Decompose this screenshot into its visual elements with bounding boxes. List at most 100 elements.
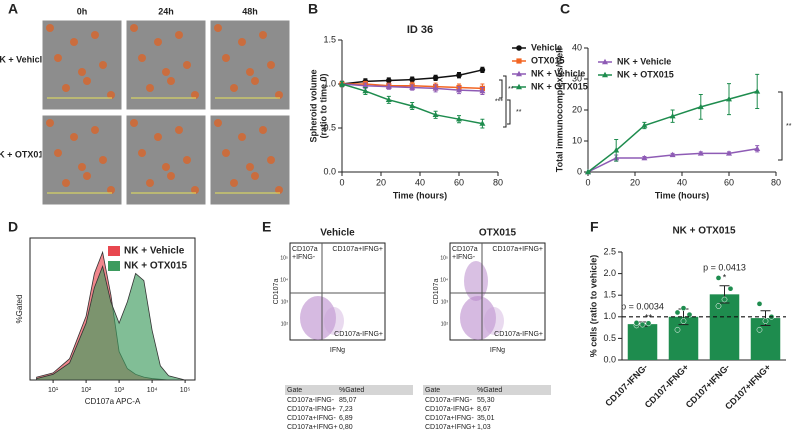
marker bbox=[602, 71, 608, 78]
marker bbox=[697, 103, 704, 110]
marker bbox=[432, 111, 439, 117]
chart-title: NK + OTX015 bbox=[672, 226, 736, 237]
cell bbox=[91, 31, 99, 39]
cell bbox=[222, 149, 230, 157]
data-point bbox=[721, 296, 728, 303]
cell bbox=[251, 172, 259, 180]
data-point bbox=[756, 300, 763, 307]
y-tick-label: 20 bbox=[572, 104, 582, 114]
y-tick-label: 10⁴ bbox=[280, 277, 288, 283]
event-cloud bbox=[464, 261, 488, 301]
table-cell: 6,89 bbox=[339, 415, 353, 422]
significance: *** bbox=[495, 98, 503, 105]
marker bbox=[641, 122, 648, 128]
cell bbox=[78, 163, 86, 171]
marker bbox=[754, 88, 761, 94]
y-tick-label: 0.5 bbox=[603, 333, 616, 343]
table-cell: CD107a-IFNG+ bbox=[287, 406, 336, 413]
cell bbox=[138, 54, 146, 62]
y-axis-label: Total immunocomplexes/well bbox=[554, 48, 564, 172]
marker bbox=[726, 95, 732, 102]
x-tick-label: 20 bbox=[376, 177, 386, 187]
annotation: p = 0.0413 bbox=[703, 262, 746, 272]
marker bbox=[456, 72, 462, 78]
x-tick-label: 40 bbox=[677, 177, 687, 187]
x-tick-label: 10⁴ bbox=[147, 387, 158, 394]
table-header-bg bbox=[423, 385, 551, 395]
marker bbox=[362, 82, 369, 88]
table-cell: 35,01 bbox=[477, 415, 495, 422]
marker bbox=[585, 168, 591, 175]
marker bbox=[697, 150, 704, 156]
marker bbox=[516, 70, 522, 77]
marker bbox=[456, 86, 462, 93]
marker bbox=[641, 154, 648, 161]
x-tick-label: 10⁵ bbox=[180, 387, 191, 394]
y-axis-label: % cells (ratio to vehicle) bbox=[588, 255, 598, 358]
x-tick-label: 40 bbox=[415, 177, 425, 187]
cell bbox=[259, 31, 267, 39]
cell bbox=[259, 126, 267, 134]
quadrant-label: CD107a+IFNG+ bbox=[332, 246, 383, 253]
legend-swatch bbox=[108, 261, 120, 271]
cell bbox=[214, 24, 222, 32]
y-tick-label: 0 bbox=[577, 166, 582, 176]
x-tick-label: 10¹ bbox=[48, 387, 59, 394]
table-cell: 85,07 bbox=[339, 397, 357, 404]
y-tick-label: 1.0 bbox=[323, 78, 336, 88]
column-label: 0h bbox=[77, 6, 88, 16]
y-axis-label: Spheroid volume bbox=[308, 69, 318, 142]
y-axis-label: CD107a bbox=[273, 279, 280, 305]
marker bbox=[339, 80, 345, 87]
table-header: %Gated bbox=[477, 387, 502, 394]
cell bbox=[267, 61, 275, 69]
quadrant-label: CD107a-IFNG+ bbox=[334, 331, 383, 338]
panel-letter: D bbox=[8, 219, 18, 235]
event-cloud bbox=[484, 307, 504, 335]
panel-letter: A bbox=[8, 1, 18, 17]
legend-label: Vehicle bbox=[531, 42, 562, 52]
data-point bbox=[715, 303, 722, 309]
data-point bbox=[686, 311, 693, 318]
table-cell: CD107a-IFNG+ bbox=[425, 406, 474, 413]
bracket bbox=[507, 99, 511, 125]
cell bbox=[191, 91, 199, 99]
cell bbox=[83, 77, 91, 85]
marker bbox=[516, 58, 522, 64]
annotation: * bbox=[723, 272, 727, 282]
marker bbox=[479, 67, 486, 73]
cell bbox=[54, 54, 62, 62]
y-tick-label: 10⁵ bbox=[440, 255, 448, 261]
legend-label: NK + Vehicle bbox=[124, 246, 185, 257]
marker bbox=[479, 120, 486, 126]
x-tick-label: 60 bbox=[454, 177, 464, 187]
cell bbox=[162, 163, 170, 171]
x-tick-label: CD107-IFNG- bbox=[603, 362, 649, 408]
y-tick-label: 1.0 bbox=[603, 311, 616, 321]
cell bbox=[54, 149, 62, 157]
cell bbox=[99, 61, 107, 69]
y-axis-label: CD107a bbox=[433, 279, 440, 305]
y-tick-label: 2.0 bbox=[603, 268, 616, 278]
significance: ** bbox=[516, 109, 522, 116]
marker bbox=[386, 77, 392, 84]
data-point bbox=[727, 285, 734, 292]
cell bbox=[70, 38, 78, 46]
event-cloud bbox=[460, 296, 496, 340]
marker bbox=[754, 145, 761, 151]
cell bbox=[46, 24, 54, 32]
column-label: 48h bbox=[242, 6, 258, 16]
table-header: Gate bbox=[287, 387, 302, 394]
y-tick-label: 0.0 bbox=[323, 166, 336, 176]
y-tick-label: 1.5 bbox=[603, 290, 616, 300]
marker bbox=[613, 147, 620, 153]
legend-swatch bbox=[108, 246, 120, 256]
quadrant-label-line: +IFNG- bbox=[452, 254, 476, 261]
cell bbox=[91, 126, 99, 134]
table-cell: CD107a+IFNG- bbox=[425, 415, 474, 422]
significance: ** bbox=[508, 86, 514, 93]
table-cell: 7,23 bbox=[339, 406, 353, 413]
x-tick-label: 60 bbox=[724, 177, 734, 187]
cell bbox=[275, 91, 283, 99]
data-point bbox=[680, 305, 687, 312]
